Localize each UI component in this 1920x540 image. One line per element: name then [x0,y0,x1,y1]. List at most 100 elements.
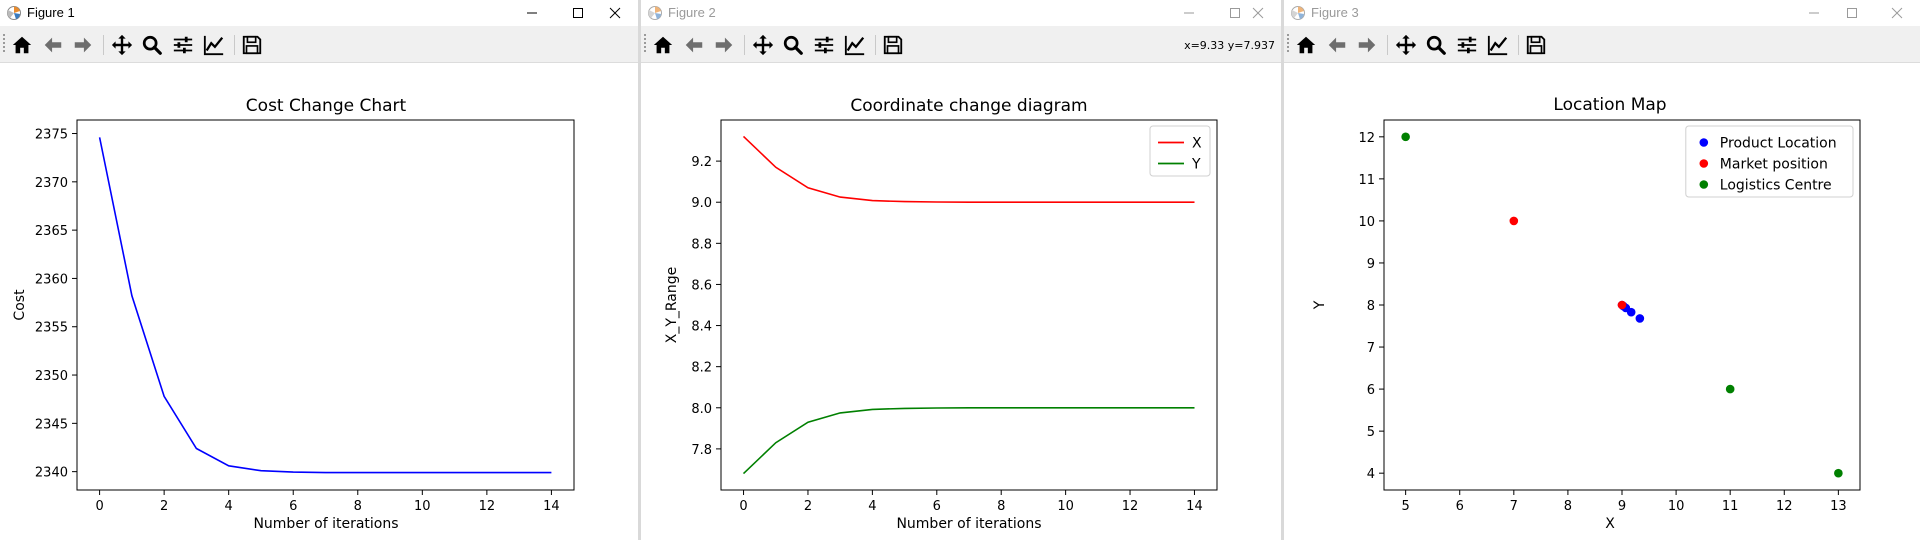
title-bar[interactable]: Figure 3 [1284,0,1920,26]
arrow-right-icon [74,37,92,53]
x-tick-label: 12 [1776,499,1793,514]
close-icon [1252,7,1264,19]
x-tick-label: 14 [543,499,560,514]
series-line-y [742,406,1195,475]
forward-button[interactable] [711,32,737,58]
maximize-icon [1847,8,1857,18]
pan-button[interactable] [109,32,135,58]
toolbar-separator [103,35,104,55]
forward-button[interactable] [1354,32,1380,58]
y-tick-label: 2355 [35,321,68,336]
y-axis-label: X_Y_Range [664,267,680,344]
save-button[interactable] [239,32,265,58]
x-axis-label: Number of iterations [253,516,398,532]
chart-title: Cost Change Chart [246,96,407,116]
plot-frame [76,119,575,491]
y-tick-label: 8.6 [691,278,712,293]
back-button[interactable] [1324,32,1350,58]
scatter-point-market-position [1617,300,1627,310]
close-button[interactable] [592,0,638,26]
edit-axis-button[interactable] [201,32,227,58]
pan-button[interactable] [1393,32,1419,58]
y-tick-label: 11 [1358,173,1375,188]
zoom-button[interactable] [139,32,165,58]
x-tick-label: 8 [354,499,362,514]
x-tick-label: 6 [289,499,297,514]
y-tick-label: 2345 [35,417,68,432]
x-tick-label: 6 [933,499,941,514]
y-tick-label: 12 [1358,131,1375,146]
figure-2-window: Figure 2 [641,0,1281,540]
configure-subplots-button[interactable] [811,32,837,58]
forward-button[interactable] [70,32,96,58]
home-button[interactable] [650,32,676,58]
configure-subplots-button[interactable] [170,32,196,58]
figure-1-window: Figure 1 [0,0,638,540]
series-line-0 [98,137,552,474]
series-line-x [742,135,1195,203]
minimize-button[interactable] [1791,0,1837,26]
floppy-disk-icon [883,35,903,55]
close-button[interactable] [1874,0,1920,26]
minimize-button[interactable] [1166,0,1212,26]
toolbar-separator [1387,35,1388,55]
toolbar-separator [744,35,745,55]
home-button[interactable] [1293,32,1319,58]
plot-canvas[interactable]: Location Map X Y 5 6 7 8 9 10 11 12 13 4 5 6 7 8 9 10 11… [1284,63,1920,540]
close-icon [1891,7,1903,19]
edit-axis-button[interactable] [1485,32,1511,58]
x-tick-label: 2 [160,499,168,514]
y-tick-label: 5 [1367,425,1375,440]
arrow-left-icon [685,37,703,53]
toolbar-grip[interactable] [644,34,646,54]
x-tick-label: 13 [1830,499,1847,514]
navigation-toolbar: x=9.33 y=7.937 [641,26,1281,63]
maximize-icon [573,8,583,18]
configure-subplots-button[interactable] [1454,32,1480,58]
matplotlib-app-icon [7,6,21,20]
x-tick-label: 7 [1510,499,1518,514]
x-axis-label: X [1605,516,1615,532]
chart-title: Coordinate change diagram [850,96,1087,116]
save-button[interactable] [1523,32,1549,58]
x-tick-label: 10 [1057,499,1074,514]
save-button[interactable] [880,32,906,58]
back-button[interactable] [681,32,707,58]
close-button[interactable] [1235,0,1281,26]
scatter-point-product-location [1635,314,1645,323]
toolbar-grip[interactable] [3,34,5,54]
plot-frame [720,119,1218,491]
title-bar[interactable]: Figure 2 [641,0,1281,26]
y-tick-label: 2370 [35,176,68,191]
navigation-toolbar [1284,26,1920,63]
back-button[interactable] [40,32,66,58]
edit-axis-button[interactable] [842,32,868,58]
zoom-button[interactable] [780,32,806,58]
maximize-button[interactable] [1212,0,1258,26]
legend-label: X [1192,136,1202,152]
matplotlib-app-icon [648,6,662,20]
legend-label: Product Location [1720,136,1837,152]
home-button[interactable] [9,32,35,58]
minimize-icon [1184,12,1194,14]
title-bar[interactable]: Figure 1 [0,0,638,26]
toolbar-grip[interactable] [1287,34,1289,54]
minimize-icon [1809,12,1819,14]
line-chart-icon [203,35,224,56]
sliders-icon [1457,36,1477,54]
pan-button[interactable] [750,32,776,58]
plot-canvas[interactable]: Cost Change Chart Number of iterations C… [0,63,638,540]
scatter-point-logistics-centre [1401,132,1410,142]
minimize-button[interactable] [509,0,555,26]
plot-canvas[interactable]: Coordinate change diagram Number of iter… [641,63,1281,540]
maximize-button[interactable] [1829,0,1875,26]
y-tick-label: 9.2 [691,155,712,170]
sliders-icon [173,36,193,54]
zoom-button[interactable] [1423,32,1449,58]
x-axis-label: Number of iterations [896,516,1041,532]
move-arrows-icon [111,34,133,56]
y-tick-label: 9 [1367,257,1375,272]
arrow-left-icon [1328,37,1346,53]
maximize-button[interactable] [555,0,601,26]
window-title: Figure 3 [1311,5,1359,20]
